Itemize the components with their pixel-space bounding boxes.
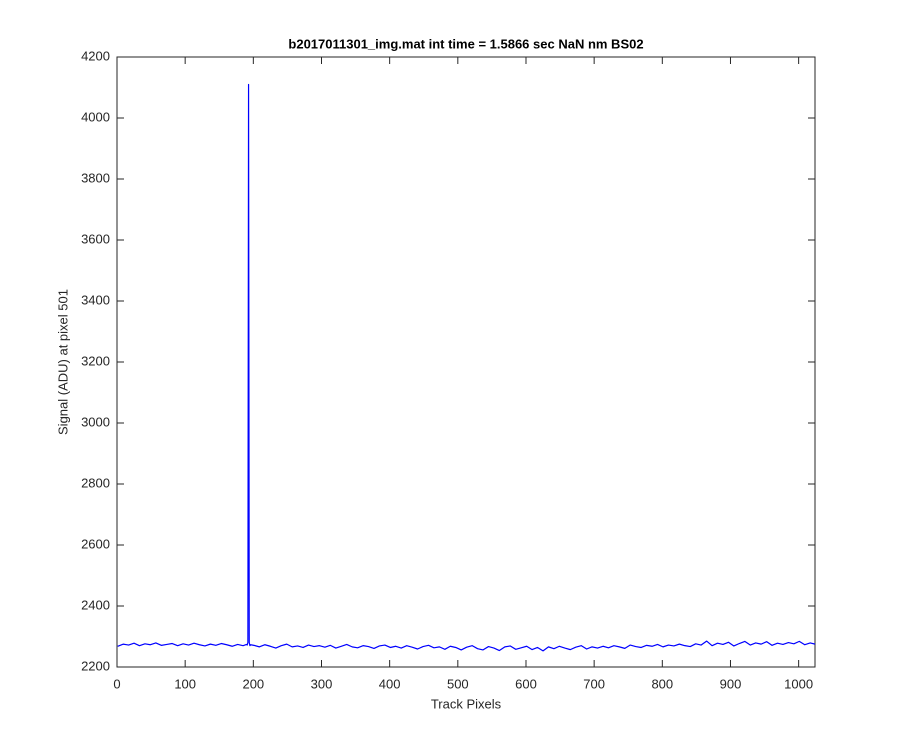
- y-tick-label: 3800: [81, 170, 110, 185]
- y-tick-label: 3400: [81, 292, 110, 307]
- x-tick-label: 0: [113, 676, 120, 691]
- y-tick-label: 3600: [81, 231, 110, 246]
- y-tick-label: 3200: [81, 353, 110, 368]
- y-axis-label: Signal (ADU) at pixel 501: [55, 289, 70, 435]
- x-tick-label: 200: [242, 676, 264, 691]
- data-line: [117, 83, 816, 652]
- x-tick-label: 700: [583, 676, 605, 691]
- y-tick-label: 2200: [81, 658, 110, 673]
- y-tick-label: 4200: [81, 48, 110, 63]
- y-tick-label: 2600: [81, 536, 110, 551]
- y-tick-label: 3000: [81, 414, 110, 429]
- y-tick-label: 2800: [81, 475, 110, 490]
- y-tick-label: 4000: [81, 109, 110, 124]
- x-tick-label: 500: [447, 676, 469, 691]
- chart-title: b2017011301_img.mat int time = 1.5866 se…: [288, 36, 643, 51]
- x-tick-label: 300: [311, 676, 333, 691]
- x-tick-label: 400: [379, 676, 401, 691]
- x-tick-label: 100: [174, 676, 196, 691]
- x-tick-label: 800: [651, 676, 673, 691]
- y-tick-label: 2400: [81, 597, 110, 612]
- x-tick-label: 600: [515, 676, 537, 691]
- x-tick-label: 1000: [784, 676, 813, 691]
- x-tick-label: 900: [720, 676, 742, 691]
- x-axis-label: Track Pixels: [431, 696, 502, 711]
